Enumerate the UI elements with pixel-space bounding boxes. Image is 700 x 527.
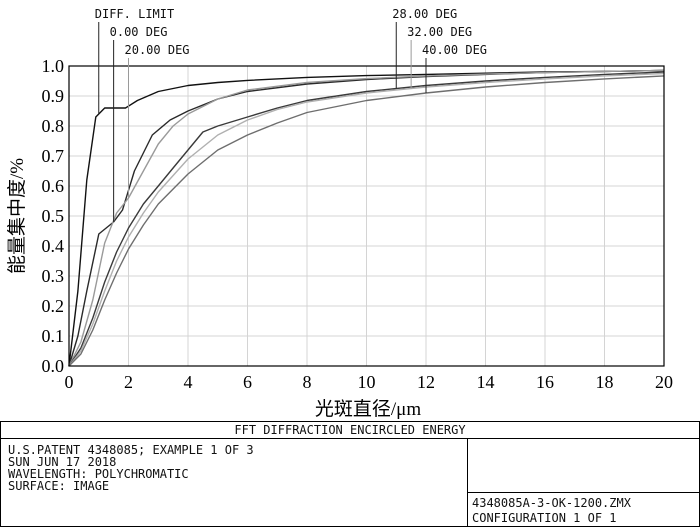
annotation-label: 32.00 DEG <box>407 25 472 39</box>
x-tick-label: 6 <box>243 372 252 392</box>
x-tick-label: 14 <box>477 372 495 392</box>
annotation-label: DIFF. LIMIT <box>95 7 174 21</box>
info-title: FFT DIFFRACTION ENCIRCLED ENERGY <box>234 423 466 437</box>
x-tick-label: 8 <box>303 372 312 392</box>
x-tick-label: 2 <box>124 372 133 392</box>
y-tick-label: 1.0 <box>42 56 65 76</box>
x-axis-label: 光斑直径/μm <box>315 398 421 420</box>
y-tick-label: 0.2 <box>42 296 65 316</box>
info-panel: FFT DIFFRACTION ENCIRCLED ENERGY U.S.PAT… <box>0 421 700 527</box>
annotation-label: 0.00 DEG <box>110 25 168 39</box>
annotation-label: 28.00 DEG <box>392 7 457 21</box>
x-tick-label: 20 <box>655 372 673 392</box>
x-tick-label: 10 <box>358 372 376 392</box>
info-file-name: 4348085A-3-OK-1200.ZMX <box>472 496 631 510</box>
x-tick-label: 4 <box>184 372 193 392</box>
y-axis-label: 能量集中度/% <box>6 158 28 274</box>
info-line-1: U.S.PATENT 4348085; EXAMPLE 1 OF 3 <box>8 443 254 457</box>
y-tick-label: 0.5 <box>42 206 65 226</box>
y-tick-label: 0.6 <box>42 176 65 196</box>
chart-annotations: DIFF. LIMIT 0.00 DEG 20.00 DEG 28.00 DEG 32.… <box>95 7 487 222</box>
x-tick-label: 12 <box>417 372 435 392</box>
info-configuration: CONFIGURATION 1 OF 1 <box>472 511 617 525</box>
annotation-label: 20.00 DEG <box>125 43 190 57</box>
chart-grid <box>69 66 664 366</box>
plot-frame <box>68 65 665 367</box>
x-tick-label: 16 <box>536 372 554 392</box>
info-line-4: SURFACE: IMAGE <box>8 479 110 493</box>
y-tick-label: 0.8 <box>42 116 65 136</box>
y-tick-label: 0.4 <box>42 236 65 256</box>
info-line-3: WAVELENGTH: POLYCHROMATIC <box>8 467 189 481</box>
y-tick-label: 0.0 <box>42 356 65 376</box>
chart-ticks: 0 2 4 6 8 10 12 14 16 18 20 0.0 0.1 0.2 0.3 0.4 0.5 0.6 0.… <box>42 56 674 392</box>
chart-series <box>68 69 665 367</box>
x-tick-label: 0 <box>65 372 74 392</box>
series-line-40-00-deg <box>68 75 665 367</box>
y-tick-label: 0.3 <box>42 266 65 286</box>
series-line-28-00-deg <box>68 71 665 367</box>
series-line-32-00-deg <box>68 72 665 367</box>
x-tick-label: 18 <box>596 372 614 392</box>
y-tick-label: 0.1 <box>42 326 65 346</box>
y-tick-label: 0.9 <box>42 86 65 106</box>
series-line-20-00-deg <box>68 69 665 367</box>
y-tick-label: 0.7 <box>42 146 65 166</box>
series-line-diff-limit <box>68 69 665 367</box>
info-line-2: SUN JUN 17 2018 <box>8 455 117 469</box>
annotation-label: 40.00 DEG <box>422 43 487 57</box>
encircled-energy-chart: 0 2 4 6 8 10 12 14 16 18 20 0.0 0.1 0.2 0.3 0.4 0.5 0.6 0.… <box>6 7 674 420</box>
